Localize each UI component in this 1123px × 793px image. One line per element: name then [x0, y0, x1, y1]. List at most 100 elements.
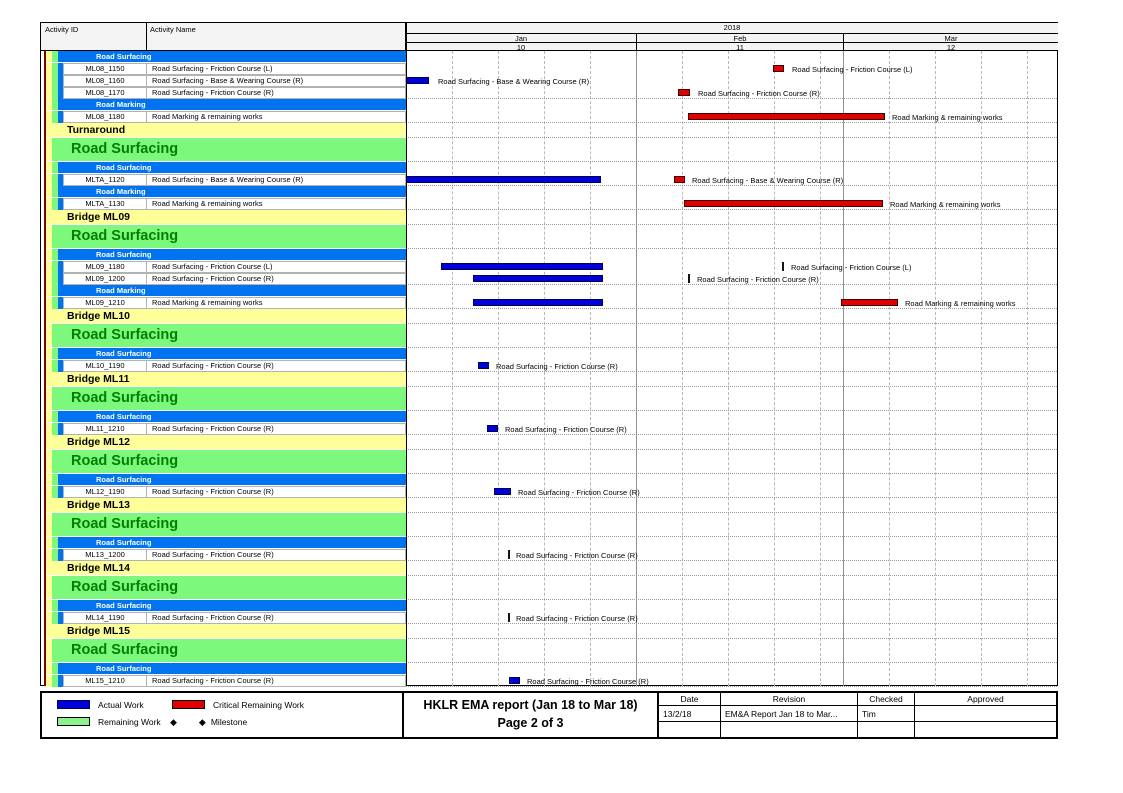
- week-gridline: [820, 51, 821, 686]
- week-gridline: [1027, 51, 1028, 686]
- row-separator: [406, 185, 1057, 186]
- period-cell: 12: [843, 43, 1058, 52]
- revision-value-cell: [914, 722, 1056, 737]
- row-separator: [406, 536, 1057, 537]
- activity-name-cell: Road Surfacing - Friction Course (L): [146, 261, 406, 273]
- critical-work-bar: [773, 65, 784, 72]
- activity-name-cell: Road Surfacing - Base & Wearing Course (…: [146, 75, 406, 87]
- bar-label: Road Surfacing - Friction Course (R): [518, 487, 640, 497]
- revision-value-cell: [659, 722, 720, 737]
- activity-id-cell: ML12_1190: [63, 486, 147, 498]
- revision-table: Date Revision Checked Approved 13/2/18 EM&A R…: [659, 693, 1056, 737]
- row-separator: [406, 386, 1057, 387]
- activity-id-cell: ML08_1150: [63, 63, 147, 75]
- band-label: Road Surfacing: [96, 412, 152, 421]
- band-fill: [46, 285, 52, 296]
- band-fill: [46, 273, 52, 285]
- activity-id-cell: ML14_1190: [63, 612, 147, 624]
- actual-work-swatch: [57, 700, 90, 709]
- actual-work-bar: [473, 299, 603, 306]
- band-fill: [52, 537, 58, 548]
- activity-name-cell: Road Marking & remaining works: [146, 297, 406, 309]
- group-label: Road Surfacing: [71, 390, 179, 406]
- band-fill: [52, 324, 406, 347]
- bar-label: Road Surfacing - Friction Course (R): [516, 613, 638, 623]
- row-separator: [406, 599, 1057, 600]
- legend-critical-label: Critical Remaining Work: [213, 700, 305, 710]
- band-group-row: Road Surfacing: [41, 51, 1057, 63]
- revision-value-cell: 13/2/18: [659, 706, 720, 722]
- gantt-row-ML10_1190: ML10_1190 Road Surfacing - Friction Cours…: [41, 360, 1057, 372]
- yellow-group-row: Bridge ML12: [41, 435, 1057, 450]
- band-label: Road Marking: [96, 187, 146, 196]
- gantt-row-MLTA_1120: MLTA_1120 Road Surfacing - Base & Wearing…: [41, 174, 1057, 186]
- legend-actual-label: Actual Work: [98, 700, 144, 710]
- band-group-row: Road Marking: [41, 186, 1057, 198]
- band-fill: [58, 63, 63, 75]
- band-fill: [52, 348, 58, 359]
- row-separator: [406, 497, 1057, 498]
- row-separator: [406, 224, 1057, 225]
- revision-value-cell: [720, 722, 857, 737]
- legend-item-critical: Critical Remaining Work: [172, 699, 304, 711]
- band-fill: [46, 297, 52, 309]
- yellow-group-row: Turnaround: [41, 123, 1057, 138]
- band-fill: [46, 138, 52, 161]
- actual-work-bar: [487, 425, 498, 432]
- group-label: Bridge ML12: [67, 436, 131, 448]
- legend: Actual Work Critical Remaining Work Rema…: [42, 693, 402, 737]
- timeline-months: Jan Feb Mar: [406, 33, 1058, 43]
- activity-name-cell: Road Surfacing - Friction Course (R): [146, 675, 406, 687]
- revision-header-cell: Revision: [720, 693, 857, 706]
- timeline-year: 2018: [723, 23, 741, 32]
- row-separator: [406, 575, 1057, 576]
- week-gridline: [590, 51, 591, 686]
- group-label: Road Surfacing: [71, 228, 179, 244]
- green-group-row: Road Surfacing: [41, 387, 1057, 411]
- month-gridline: [636, 51, 637, 686]
- gantt-main-box: Activity ID Activity Name 2018 Jan Feb Mar…: [40, 22, 1058, 687]
- band-fill: [52, 360, 58, 372]
- legend-item-milestone: ◆ ◆ Milestone: [170, 716, 247, 728]
- activity-name-cell: Road Surfacing - Friction Course (R): [146, 273, 406, 285]
- band-fill: [46, 474, 52, 485]
- group-label: Road Surfacing: [71, 327, 179, 343]
- page-number: Page 2 of 3: [497, 716, 564, 730]
- bar-label: Road Surfacing - Friction Course (R): [697, 274, 819, 284]
- group-label: Bridge ML10: [67, 310, 131, 322]
- bar-label: Road Marking & remaining works: [892, 112, 1003, 122]
- band-label: Road Surfacing: [96, 163, 152, 172]
- week-gridline: [498, 51, 499, 686]
- row-separator: [406, 284, 1057, 285]
- band-fill: [52, 198, 58, 210]
- row-separator: [406, 347, 1057, 348]
- row-separator: [406, 449, 1057, 450]
- bar-label: Road Marking & remaining works: [905, 298, 1016, 308]
- tick-work-bar: [688, 274, 690, 283]
- band-label: Road Surfacing: [96, 664, 152, 673]
- group-label: Turnaround: [67, 124, 126, 136]
- band-fill: [58, 249, 406, 260]
- band-fill: [52, 99, 58, 110]
- activity-name-cell: Road Surfacing - Friction Course (R): [146, 423, 406, 435]
- row-separator: [406, 209, 1057, 210]
- report-title: HKLR EMA report (Jan 18 to Mar 18): [423, 698, 638, 712]
- band-label: Road Surfacing: [96, 52, 152, 61]
- row-separator: [406, 308, 1057, 309]
- band-fill: [46, 486, 52, 498]
- band-fill: [46, 549, 52, 561]
- band-fill: [46, 198, 52, 210]
- activity-id-cell: ML13_1200: [63, 549, 147, 561]
- band-fill: [52, 138, 406, 161]
- col-activity-name: Activity Name: [150, 25, 196, 34]
- band-fill: [46, 249, 52, 260]
- bar-label: Road Surfacing - Friction Course (R): [516, 550, 638, 560]
- yellow-group-row: Bridge ML10: [41, 309, 1057, 324]
- group-label: Road Surfacing: [71, 516, 179, 532]
- row-separator: [406, 98, 1057, 99]
- activity-name-cell: Road Marking & remaining works: [146, 111, 406, 123]
- band-fill: [52, 174, 58, 186]
- band-fill: [46, 387, 52, 410]
- band-fill: [46, 435, 406, 449]
